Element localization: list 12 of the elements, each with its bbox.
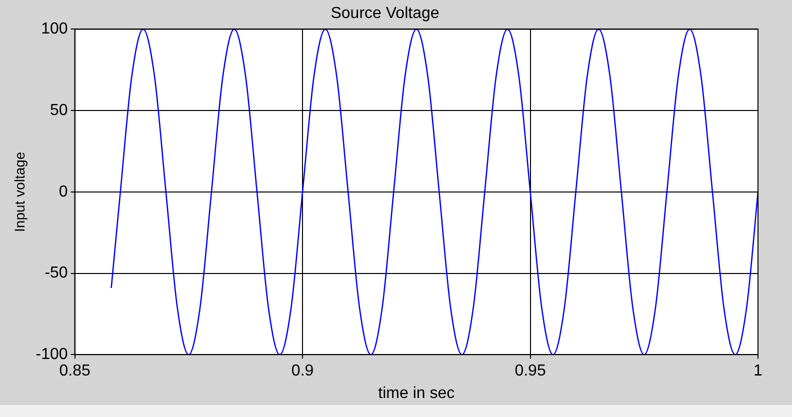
y-tick-label: 0 [58, 183, 68, 200]
y-tick-label: -100 [36, 346, 68, 364]
y-tick-label: -50 [44, 264, 68, 282]
x-axis-title: time in sec [378, 384, 455, 402]
chart-title: Source Voltage [330, 5, 440, 22]
y-tick-label: 100 [41, 20, 68, 38]
x-tick-label: 1 [754, 362, 763, 380]
y-tick-label: 50 [50, 102, 68, 119]
x-tick-label: 0.95 [514, 362, 546, 380]
y-axis-title: Input voltage [11, 152, 28, 232]
x-tick-label: 0.9 [291, 362, 314, 380]
x-tick-label: 0.85 [59, 362, 90, 380]
